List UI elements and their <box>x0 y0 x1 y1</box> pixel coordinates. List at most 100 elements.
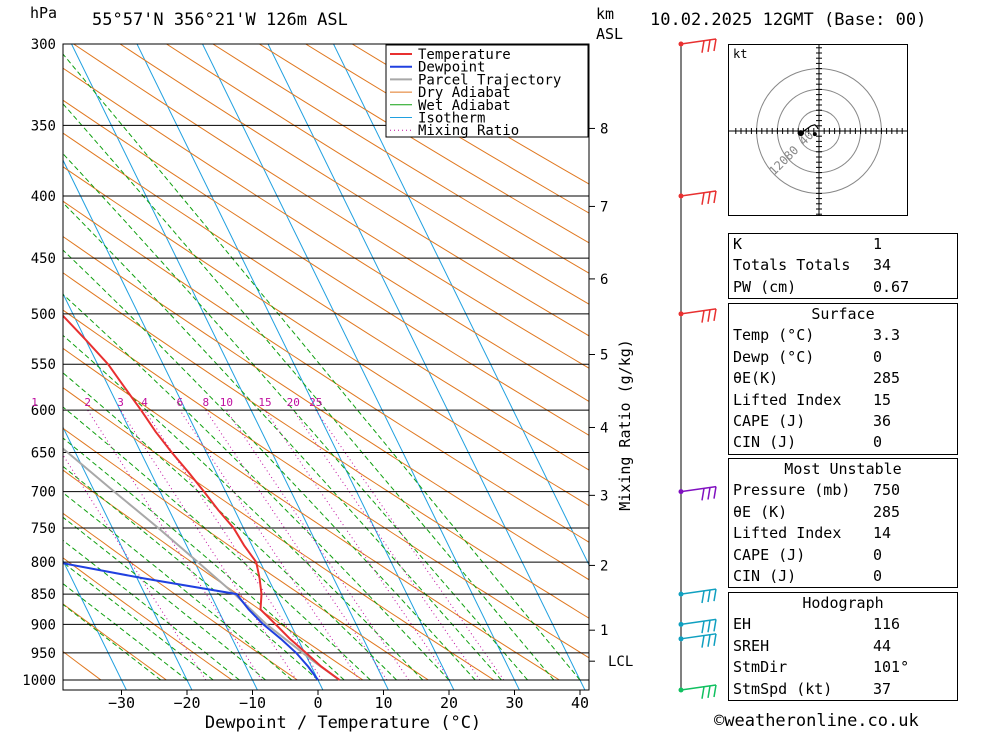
dry-adiabat-line <box>63 512 298 681</box>
wind-barb-flag <box>713 190 717 204</box>
temperature-series-line <box>63 314 341 681</box>
mixing-ratio-line <box>264 409 451 681</box>
dry-adiabat-line <box>63 603 167 681</box>
isotherm-line <box>63 559 127 690</box>
isotherm-line <box>267 44 586 690</box>
mixing-ratio-label: 6 <box>177 396 184 409</box>
dry-adiabat-line <box>63 99 589 436</box>
isotherm-line <box>332 44 589 566</box>
x-tick-label: −20 <box>173 694 200 712</box>
legend-entry: Parcel Trajectory <box>418 72 561 88</box>
height-tick-label: 7 <box>600 199 608 215</box>
mixing-ratio-line <box>292 409 481 681</box>
mixing-ratio-line <box>205 409 388 681</box>
height-tick-label: 2 <box>600 558 608 574</box>
y-tick-label: 650 <box>31 445 56 461</box>
dry-adiabat-line <box>212 44 589 274</box>
x-tick-label: 20 <box>440 694 458 712</box>
wind-barb <box>678 485 717 501</box>
hodo-row: SREH 44 <box>733 636 892 655</box>
wet-adiabat-line <box>63 583 188 681</box>
site-link[interactable]: weatheronline.co.uk <box>724 711 919 731</box>
x-tick-label: 0 <box>313 694 322 712</box>
isotherm-line <box>63 426 193 690</box>
y-tick-label: 900 <box>31 617 56 633</box>
location-title: 55°57'N 356°21'W 126m ASL <box>92 10 348 30</box>
mu-row: θE (K) 285 <box>733 502 901 521</box>
wind-barb-flag <box>707 487 711 500</box>
legend-entry: Dewpoint <box>418 60 485 76</box>
wind-barb-flag <box>707 39 711 53</box>
hodo-row: StmSpd (kt) 37 <box>733 679 892 698</box>
height-unit-asl: ASL <box>596 25 624 43</box>
wind-barb <box>678 38 717 53</box>
wet-adiabat-line <box>63 465 319 681</box>
x-axis-label: Dewpoint / Temperature (°C) <box>205 713 481 733</box>
most-unstable-title: Most Unstable <box>784 460 902 478</box>
wind-barb-flag <box>701 488 705 501</box>
isotherm-line <box>0 8 3 706</box>
mixing-ratio-line <box>144 409 323 681</box>
wind-barb <box>678 190 717 205</box>
wind-barb-flag <box>713 684 717 698</box>
y-tick-label: 350 <box>31 118 56 134</box>
dry-adiabat-line <box>63 557 233 681</box>
y-tick-label: 700 <box>31 485 56 501</box>
most-unstable-table: Most Unstable Pressure (mb) 750 θE (K) 285… <box>728 458 958 589</box>
parcel-trajectory-series-line <box>63 447 341 681</box>
pressure-unit: hPa <box>30 4 58 22</box>
height-unit: km <box>596 5 615 23</box>
mu-row: CAPE (J) 0 <box>733 545 883 564</box>
hodograph-trace <box>800 124 819 134</box>
wind-barb-staff <box>680 190 717 197</box>
wind-barb-staff <box>680 618 717 626</box>
mu-row: Pressure (mb) 750 <box>733 481 901 500</box>
surface-row: Dewp (°C) 0 <box>733 347 883 366</box>
wind-barb-flag <box>707 620 711 633</box>
wind-barb <box>678 588 717 604</box>
mixing-ratio-label: 20 <box>287 396 300 409</box>
wet-adiabat-line <box>63 152 528 681</box>
hodo-row: EH 116 <box>733 615 901 634</box>
hodograph-table: Hodograph EH 116 SREH 44 StmDir 101° StmSpd… <box>728 592 958 701</box>
isotherm-line <box>70 44 389 690</box>
dewpoint-series-line <box>63 562 319 681</box>
wind-barb-flag <box>701 590 705 604</box>
surface-row: CAPE (J) 36 <box>733 411 892 430</box>
wind-barb-staff <box>680 485 717 493</box>
legend-entry: Dry Adiabat <box>418 85 511 101</box>
footer-credit[interactable]: ©weatheronline.co.uk <box>714 711 919 731</box>
dry-adiabat-line <box>259 44 589 244</box>
dry-adiabat-line <box>63 67 589 403</box>
wind-barb-flag <box>701 310 705 323</box>
wind-barb-staff <box>680 588 717 595</box>
legend-entry: Isotherm <box>418 111 485 127</box>
height-tick-label: LCL <box>608 654 633 670</box>
wind-barb-flag <box>713 486 717 499</box>
wet-adiabat-line <box>63 539 240 681</box>
wind-barb-flag <box>701 686 705 699</box>
wind-barb-flag <box>701 635 705 648</box>
mixing-ratio-line <box>315 409 505 681</box>
index-row-totals: Totals Totals 34 <box>733 256 892 275</box>
height-tick-label: 3 <box>600 488 608 504</box>
surface-row: θE(K) 285 <box>733 369 901 388</box>
legend-entry: Temperature <box>418 47 511 63</box>
dry-adiabat-line <box>63 272 589 619</box>
height-tick-label: 1 <box>600 623 608 639</box>
y-tick-label: 500 <box>31 307 56 323</box>
legend-box <box>385 44 589 138</box>
hodograph-unit: kt <box>733 47 747 61</box>
datetime-title: 10.02.2025 12GMT (Base: 00) <box>650 10 927 30</box>
mixing-ratio-label: 8 <box>202 396 209 409</box>
legend-entry: Mixing Ratio <box>418 123 519 139</box>
wind-barb-flag <box>707 685 711 699</box>
surface-table: Surface Temp (°C) 3.3 Dewp (°C) 0 θE(K) 285… <box>728 303 958 455</box>
wind-barb-flag <box>701 40 705 53</box>
wet-adiabat-line <box>63 603 162 681</box>
mixing-ratio-line <box>120 409 297 681</box>
wind-barb <box>678 684 717 699</box>
hodograph-point <box>797 130 804 137</box>
